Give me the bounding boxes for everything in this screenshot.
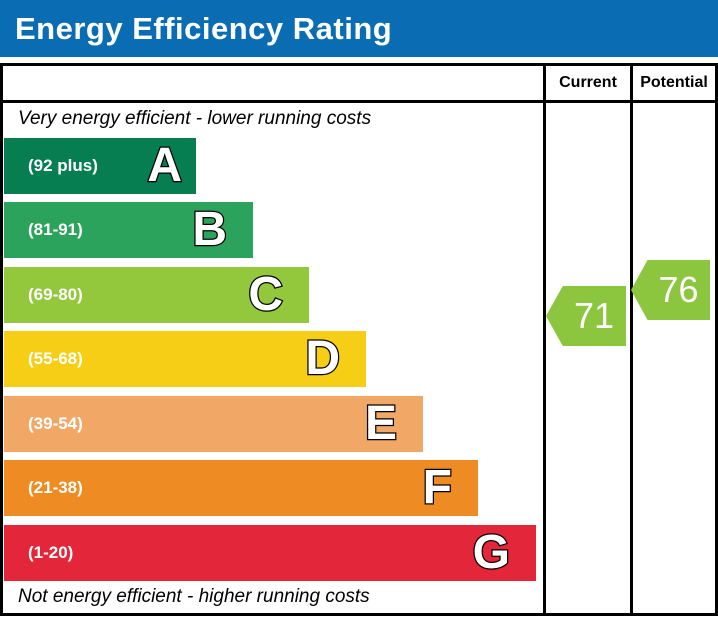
- current-rating-arrow: 71: [546, 286, 626, 346]
- column-divider-potential: [630, 63, 633, 616]
- band-g-range: (1-20): [28, 543, 74, 562]
- current-rating-value: 71: [573, 295, 615, 336]
- band-e: (39-54) E: [4, 396, 423, 452]
- band-e-range: (39-54): [28, 414, 83, 433]
- band-a-range: (92 plus): [28, 156, 98, 175]
- band-f-range: (21-38): [28, 478, 83, 497]
- band-c-letter: C: [247, 268, 284, 321]
- band-g-letter: G: [471, 526, 511, 579]
- band-b: (81-91) B: [4, 202, 253, 258]
- band-f-letter: F: [421, 461, 453, 514]
- potential-column-header: Potential: [640, 74, 708, 91]
- band-b-letter: B: [191, 203, 228, 256]
- band-d: (55-68) D: [4, 331, 366, 387]
- band-a-letter: A: [146, 139, 183, 192]
- band-b-range: (81-91): [28, 220, 83, 239]
- column-divider-current: [543, 63, 546, 616]
- band-d-range: (55-68): [28, 349, 83, 368]
- band-d-letter: D: [304, 332, 341, 385]
- band-c-range: (69-80): [28, 285, 83, 304]
- current-column-header: Current: [559, 74, 617, 91]
- band-e-letter: E: [364, 397, 399, 450]
- bottom-note: Not energy efficient - higher running co…: [18, 586, 370, 607]
- band-c: (69-80) C: [4, 267, 309, 323]
- header-row-divider: [0, 100, 718, 103]
- band-g: (1-20) G: [4, 525, 536, 581]
- band-f: (21-38) F: [4, 460, 478, 516]
- page-title: Energy Efficiency Rating: [15, 10, 393, 46]
- potential-rating-value: 76: [658, 269, 699, 310]
- title-bar: Energy Efficiency Rating: [0, 0, 718, 57]
- top-note: Very energy efficient - lower running co…: [18, 108, 372, 129]
- band-a: (92 plus) A: [4, 138, 196, 194]
- potential-rating-arrow: 76: [631, 260, 710, 320]
